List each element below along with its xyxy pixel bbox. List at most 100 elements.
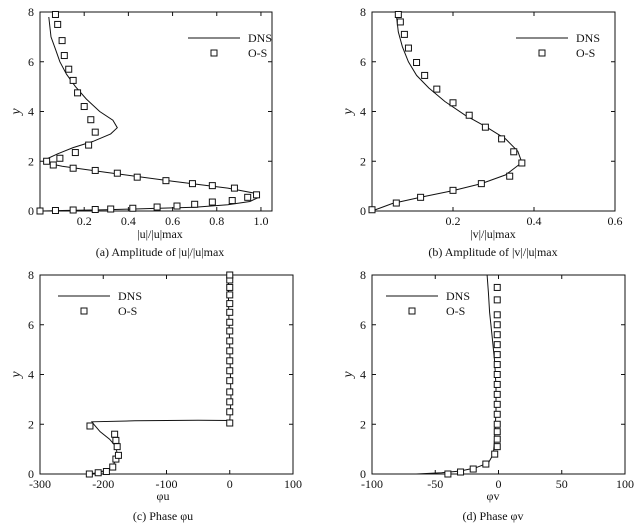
legend-os-label: O-S	[118, 304, 137, 318]
os-data-point	[493, 361, 501, 369]
os-data-point	[162, 177, 170, 185]
os-data-point	[226, 357, 234, 365]
os-data-point	[85, 470, 93, 478]
y-tick-label: 6	[360, 55, 366, 69]
os-data-point	[226, 419, 234, 427]
os-data-point	[49, 161, 57, 169]
os-data-point	[129, 204, 137, 212]
y-tick-label: 2	[28, 417, 34, 431]
x-tick-label: -100	[361, 477, 383, 491]
os-data-point	[107, 205, 115, 213]
os-data-point	[392, 199, 400, 207]
os-data-point	[112, 436, 120, 444]
os-data-point	[51, 10, 59, 18]
y-axis-label: y	[341, 371, 356, 380]
os-data-point	[153, 203, 161, 211]
os-data-point	[91, 128, 99, 136]
os-data-point	[208, 182, 216, 190]
x-tick-label: 100	[284, 477, 302, 491]
y-tick-label: 0	[28, 467, 34, 481]
y-tick-label: 6	[28, 318, 34, 332]
y-tick-label: 8	[360, 5, 366, 19]
os-data-point	[87, 116, 95, 124]
os-data-point	[226, 367, 234, 375]
os-data-point	[226, 347, 234, 355]
os-data-point	[493, 400, 501, 408]
os-data-point	[226, 283, 234, 291]
os-data-point	[226, 337, 234, 345]
x-tick-label: 0.2	[77, 214, 92, 228]
y-tick-label: 0	[360, 204, 366, 218]
x-tick-label: 0.6	[608, 214, 623, 228]
os-data-point	[71, 149, 79, 157]
os-data-point	[65, 65, 73, 73]
os-data-point	[208, 198, 216, 206]
legend-marker-swatch	[210, 49, 218, 57]
os-data-point	[404, 44, 412, 52]
legend-dns-label: DNS	[118, 289, 142, 303]
os-data-point	[133, 173, 141, 181]
os-data-point	[54, 20, 62, 28]
os-data-point	[493, 331, 501, 339]
os-data-point	[191, 200, 199, 208]
dns-series-line	[371, 14, 523, 212]
os-data-point	[80, 103, 88, 111]
os-data-point	[113, 169, 121, 177]
dns-series-line	[42, 16, 260, 212]
os-data-point	[493, 321, 501, 329]
os-data-point	[226, 408, 234, 416]
y-tick-label: 4	[28, 368, 34, 382]
os-data-point	[43, 157, 51, 165]
panel-caption: (c) Phase φu	[133, 509, 193, 523]
os-data-point	[51, 207, 59, 215]
os-data-point	[86, 422, 94, 430]
x-tick-label: 0.4	[121, 214, 136, 228]
legend-os-label: O-S	[248, 46, 267, 60]
os-data-point	[510, 148, 518, 156]
panel-caption: (a) Amplitude of |u|/|u|max	[96, 245, 225, 259]
os-data-point	[417, 193, 425, 201]
y-tick-label: 2	[360, 417, 366, 431]
y-tick-label: 6	[360, 318, 366, 332]
dns-series-line	[89, 275, 232, 475]
legend-dns-label: DNS	[576, 31, 600, 45]
os-data-point	[491, 450, 499, 458]
plot-frame	[39, 274, 294, 475]
plot-frame	[39, 11, 273, 212]
os-data-point	[400, 30, 408, 38]
os-data-point	[60, 52, 68, 60]
x-tick-label: 0.2	[446, 214, 461, 228]
os-data-point	[493, 341, 501, 349]
os-data-point	[228, 197, 236, 205]
os-data-point	[493, 371, 501, 378]
os-data-point	[36, 207, 44, 215]
os-data-point	[226, 291, 234, 299]
os-data-point	[173, 202, 181, 210]
os-data-point	[444, 470, 452, 478]
y-tick-label: 6	[28, 55, 34, 69]
os-data-point	[226, 318, 234, 326]
legend-dns-label: DNS	[446, 289, 470, 303]
y-tick-label: 2	[360, 154, 366, 168]
os-data-point	[69, 164, 77, 172]
os-data-point	[226, 271, 234, 279]
os-data-point	[477, 180, 485, 188]
os-data-point	[226, 308, 234, 316]
os-data-point	[69, 206, 77, 214]
os-data-point	[493, 351, 501, 359]
os-data-point	[482, 460, 490, 468]
legend-dns-label: DNS	[248, 31, 272, 45]
os-data-point	[94, 469, 102, 477]
x-tick-label: 0	[496, 477, 502, 491]
x-tick-label: 50	[556, 477, 568, 491]
x-tick-label: -200	[92, 477, 114, 491]
os-data-point	[493, 410, 501, 418]
os-data-point	[111, 430, 119, 438]
os-data-point	[493, 390, 501, 398]
os-data-point	[69, 76, 77, 84]
x-tick-label: -100	[156, 477, 178, 491]
os-data-point	[493, 443, 501, 451]
os-data-point	[465, 111, 473, 119]
